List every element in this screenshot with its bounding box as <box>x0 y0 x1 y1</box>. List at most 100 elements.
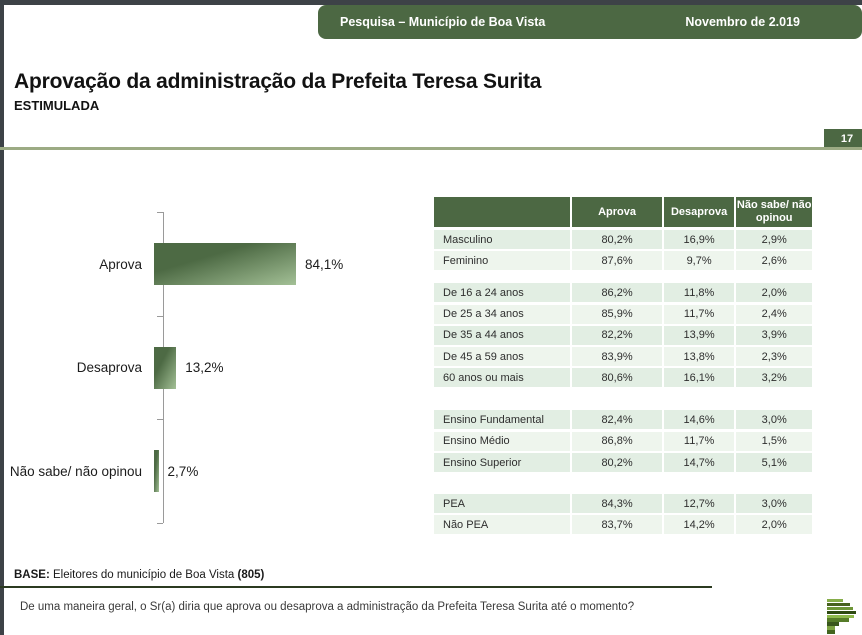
table-row-label: Não PEA <box>434 515 571 535</box>
table-cell: 1,5% <box>736 431 812 451</box>
chart-value-label: 84,1% <box>305 256 344 272</box>
logo-stripe <box>827 602 850 607</box>
table-header-cell: Aprova <box>572 197 662 227</box>
demographics-table: Aprova Desaprova Não sabe/ não opinou Masc… <box>434 197 812 535</box>
table-row: PEA 84,3% 12,7% 3,0% <box>434 494 812 514</box>
table-cell: 11,8% <box>663 283 735 303</box>
table-cell: 82,2% <box>572 325 662 345</box>
table-row-label: Feminino <box>434 251 571 271</box>
table-cell: 86,2% <box>572 283 662 303</box>
table-row: Não PEA 83,7% 14,2% 2,0% <box>434 515 812 535</box>
table-header-cell: Desaprova <box>663 197 735 227</box>
chart-category-label: Aprova <box>99 256 142 272</box>
table-cell: 2,6% <box>736 251 812 271</box>
table-row: 60 anos ou mais 80,6% 16,1% 3,2% <box>434 368 812 388</box>
survey-question: De uma maneira geral, o Sr(a) diria que … <box>20 601 635 613</box>
table-header-row: Aprova Desaprova Não sabe/ não opinou <box>434 197 812 227</box>
table-cell: 13,9% <box>663 325 735 345</box>
table-row-label: Masculino <box>434 230 571 249</box>
table-row-label: Ensino Fundamental <box>434 410 571 430</box>
table-row: Ensino Superior 80,2% 14,7% 5,1% <box>434 453 812 473</box>
table-row-label: 60 anos ou mais <box>434 368 571 388</box>
table-cell: 80,6% <box>572 368 662 388</box>
logo-stripe <box>827 618 849 622</box>
table-cell: 82,4% <box>572 410 662 430</box>
table-cell: 2,3% <box>736 347 812 367</box>
table-cell: 83,9% <box>572 347 662 367</box>
table-cell: 14,2% <box>663 515 735 535</box>
table-cell: 2,4% <box>736 304 812 324</box>
chart-bar <box>154 450 159 493</box>
table-row: De 25 a 34 anos 85,9% 11,7% 2,4% <box>434 304 812 324</box>
logo-stripe <box>827 614 854 618</box>
table-cell: 2,0% <box>736 515 812 535</box>
table-row-label: De 35 a 44 anos <box>434 325 571 345</box>
table-row: De 45 a 59 anos 83,9% 13,8% 2,3% <box>434 347 812 367</box>
page-title: Aprovação da administração da Prefeita T… <box>14 70 542 93</box>
chart-category-label: Não sabe/ não opinou <box>9 463 142 479</box>
table-body: Masculino 80,2% 16,9% 2,9% Feminino 87,6% 9,7%… <box>434 230 812 535</box>
chart-row: Aprova 84,1% <box>0 212 430 316</box>
base-note: BASE: Eleitores do município de Boa Vist… <box>14 569 264 581</box>
table-cell: 3,0% <box>736 410 812 430</box>
table-group: Ensino Fundamental 82,4% 14,6% 3,0% Ensino M… <box>434 410 812 473</box>
page-subtitle: ESTIMULADA <box>14 98 100 113</box>
table-row-label: De 45 a 59 anos <box>434 347 571 367</box>
table-row-label: Ensino Superior <box>434 453 571 473</box>
base-count: (805) <box>237 569 265 581</box>
table-cell: 3,2% <box>736 368 812 388</box>
base-text: Eleitores do município de Boa Vista <box>49 569 238 581</box>
logo-stripe <box>827 610 856 615</box>
logo-stripe <box>827 626 835 630</box>
table-header-cell: Não sabe/ não opinou <box>736 197 812 227</box>
axis-tick <box>157 419 163 421</box>
axis-tick <box>157 212 163 213</box>
table-cell: 2,9% <box>736 230 812 249</box>
table-header-cell <box>434 197 571 227</box>
header-survey-title: Pesquisa – Município de Boa Vista <box>340 15 546 29</box>
approval-bar-chart: Aprova 84,1% Desaprova 13,2% Não sabe/ não o… <box>0 212 430 524</box>
table-row: De 35 a 44 anos 82,2% 13,9% 3,9% <box>434 325 812 345</box>
table-row: Ensino Fundamental 82,4% 14,6% 3,0% <box>434 410 812 430</box>
footer-divider-line <box>0 586 712 588</box>
base-label: BASE: <box>14 569 50 581</box>
chart-bar <box>154 346 177 389</box>
chart-value-label: 13,2% <box>185 360 224 376</box>
table-cell: 80,2% <box>572 453 662 473</box>
table-row: De 16 a 24 anos 86,2% 11,8% 2,0% <box>434 283 812 303</box>
table-cell: 87,6% <box>572 251 662 271</box>
table-cell: 5,1% <box>736 453 812 473</box>
table-cell: 84,3% <box>572 494 662 514</box>
header-date: Novembro de 2.019 <box>685 15 800 29</box>
table-cell: 2,0% <box>736 283 812 303</box>
table-cell: 11,7% <box>663 431 735 451</box>
table-cell: 86,8% <box>572 431 662 451</box>
table-row: Feminino 87,6% 9,7% 2,6% <box>434 251 812 271</box>
title-divider-line <box>0 147 862 150</box>
axis-tick <box>157 523 163 524</box>
table-row-label: Ensino Médio <box>434 431 571 451</box>
table-row-label: De 25 a 34 anos <box>434 304 571 324</box>
table-row-label: PEA <box>434 494 571 514</box>
table-cell: 9,7% <box>663 251 735 271</box>
pollster-logo <box>827 599 856 634</box>
table-cell: 16,9% <box>663 230 735 249</box>
table-cell: 16,1% <box>663 368 735 388</box>
chart-value-label: 2,7% <box>167 463 199 479</box>
table-group: PEA 84,3% 12,7% 3,0% Não PEA 83,7% 14,2% 2,0% <box>434 494 812 535</box>
table-cell: 80,2% <box>572 230 662 249</box>
table-group: De 16 a 24 anos 86,2% 11,8% 2,0% De 25 a 34 … <box>434 283 812 388</box>
table-cell: 83,7% <box>572 515 662 535</box>
chart-row: Não sabe/ não opinou 2,7% <box>0 419 430 523</box>
table-cell: 11,7% <box>663 304 735 324</box>
header-bar: Pesquisa – Município de Boa Vista Novemb… <box>318 5 862 39</box>
chart-row: Desaprova 13,2% <box>0 316 430 420</box>
table-cell: 3,0% <box>736 494 812 514</box>
chart-bar <box>154 243 296 285</box>
logo-stripe <box>827 606 853 611</box>
logo-stripe <box>827 622 839 626</box>
logo-stripe <box>827 630 835 634</box>
top-frame-strip <box>0 0 862 5</box>
table-group: Masculino 80,2% 16,9% 2,9% Feminino 87,6% 9,7%… <box>434 230 812 271</box>
table-cell: 3,9% <box>736 325 812 345</box>
